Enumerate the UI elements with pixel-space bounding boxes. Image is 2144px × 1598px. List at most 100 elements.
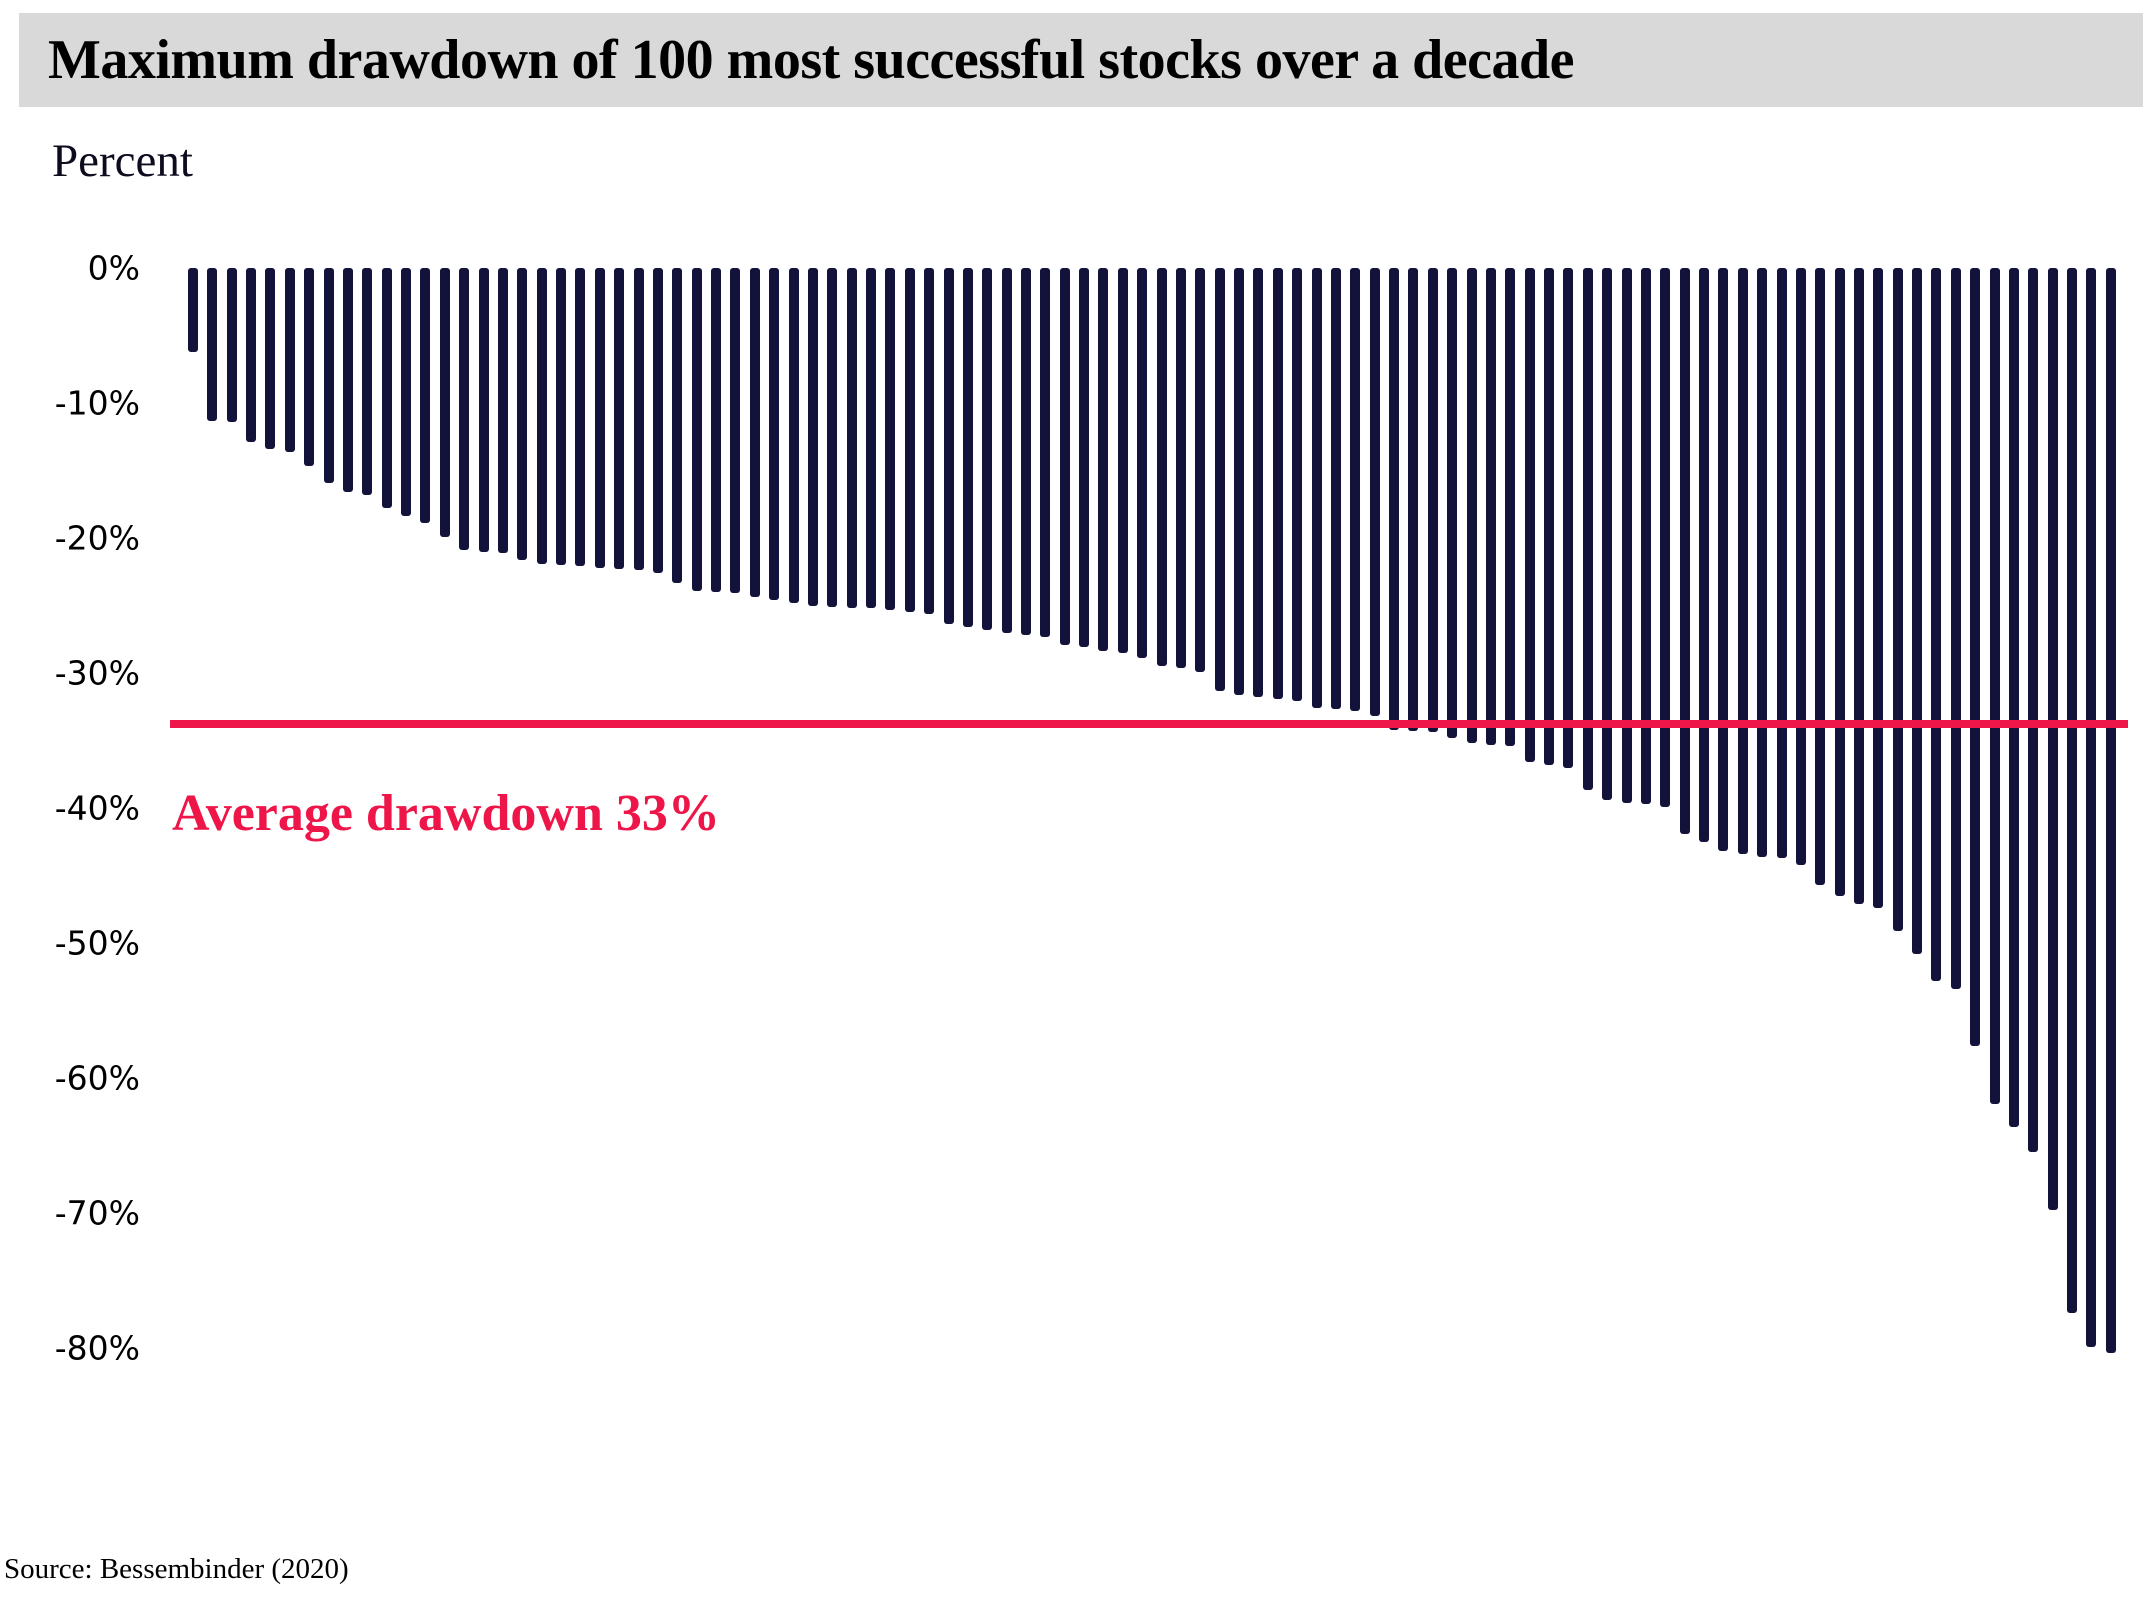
bar xyxy=(1485,268,1496,745)
y-axis-tick-label: -60% xyxy=(54,1058,140,1098)
bar xyxy=(866,268,877,609)
bar xyxy=(1350,268,1361,711)
bar xyxy=(1950,268,1961,989)
bar xyxy=(1427,268,1438,733)
bar xyxy=(2067,268,2078,1313)
bar xyxy=(943,268,954,625)
bar xyxy=(536,268,547,564)
bar xyxy=(652,268,663,574)
bar xyxy=(1253,268,1264,698)
bar xyxy=(1718,268,1729,852)
bar xyxy=(1815,268,1826,885)
bar xyxy=(1098,268,1109,652)
bar xyxy=(633,268,644,571)
bar xyxy=(1853,268,1864,904)
bar xyxy=(1699,268,1710,842)
bar xyxy=(1292,268,1303,702)
bar xyxy=(1544,268,1555,765)
bar xyxy=(749,268,760,598)
bar xyxy=(284,268,295,452)
bar xyxy=(1214,268,1225,691)
bar xyxy=(1272,268,1283,699)
bar xyxy=(1040,268,1051,637)
bar xyxy=(1912,268,1923,954)
bar xyxy=(1447,268,1458,738)
bar xyxy=(1621,268,1632,803)
y-axis-tick-label: -50% xyxy=(54,923,140,963)
bar xyxy=(1563,268,1574,768)
y-axis-tick-label: 0% xyxy=(87,248,140,288)
bar xyxy=(1873,268,1884,908)
bar xyxy=(1989,268,2000,1104)
bar xyxy=(401,268,412,517)
bar xyxy=(459,268,470,551)
bar xyxy=(381,268,392,509)
bar xyxy=(1970,268,1981,1046)
bar xyxy=(207,268,218,421)
bar xyxy=(1175,268,1186,668)
bar xyxy=(1059,268,1070,645)
bar xyxy=(962,268,973,628)
bar xyxy=(2086,268,2097,1347)
bar xyxy=(497,268,508,553)
bar xyxy=(1505,268,1516,746)
bar xyxy=(556,268,567,565)
bar xyxy=(1117,268,1128,653)
source-note: Source: Bessembinder (2020) xyxy=(4,1553,349,1585)
bar xyxy=(1195,268,1206,672)
bar xyxy=(1020,268,1031,636)
bar xyxy=(1795,268,1806,865)
bar xyxy=(420,268,431,524)
bar xyxy=(1001,268,1012,633)
bar xyxy=(1079,268,1090,648)
bar xyxy=(691,268,702,591)
bar xyxy=(1234,268,1245,695)
bar xyxy=(730,268,741,594)
bar xyxy=(885,268,896,610)
bar xyxy=(439,268,450,537)
bar xyxy=(1931,268,1942,981)
bar xyxy=(924,268,935,614)
bar xyxy=(188,268,198,352)
y-axis-tick-label: -40% xyxy=(54,788,140,828)
bar xyxy=(807,268,818,606)
bar xyxy=(1137,268,1148,659)
bar xyxy=(1892,268,1903,931)
bar xyxy=(982,268,993,630)
bar xyxy=(517,268,528,560)
bar xyxy=(904,268,915,613)
bar xyxy=(362,268,373,495)
y-axis-tick-label: -80% xyxy=(54,1328,140,1368)
bar xyxy=(1602,268,1613,800)
bar xyxy=(1660,268,1671,807)
bar xyxy=(672,268,683,583)
bar xyxy=(2105,268,2116,1354)
y-axis-tick-label: -30% xyxy=(54,653,140,693)
bar xyxy=(246,268,257,443)
y-axis-tick-label: -10% xyxy=(54,383,140,423)
bar xyxy=(1389,268,1400,730)
bar xyxy=(2008,268,2019,1127)
y-axis-tick-label: -70% xyxy=(54,1193,140,1233)
bar xyxy=(226,268,237,422)
bar xyxy=(614,268,625,570)
bar xyxy=(1776,268,1787,858)
bar xyxy=(846,268,857,609)
bar xyxy=(788,268,799,603)
bar xyxy=(1311,268,1322,709)
bar xyxy=(478,268,489,552)
bar xyxy=(1466,268,1477,744)
bar xyxy=(1330,268,1341,710)
bar xyxy=(1369,268,1380,717)
bar xyxy=(1524,268,1535,763)
average-line xyxy=(170,720,2128,729)
bar xyxy=(594,268,605,568)
bar xyxy=(323,268,334,483)
bar xyxy=(2028,268,2039,1153)
bar xyxy=(827,268,838,607)
average-line-label: Average drawdown 33% xyxy=(172,785,720,842)
bar xyxy=(342,268,353,493)
chart-title: Maximum drawdown of 100 most successful … xyxy=(48,29,1575,91)
